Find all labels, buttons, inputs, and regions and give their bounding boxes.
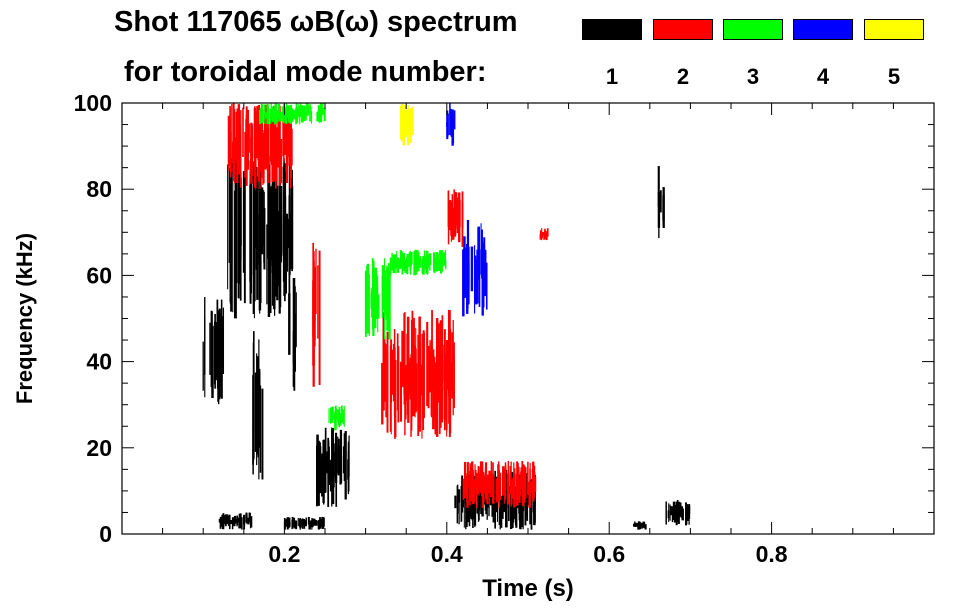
y-tick-label: 80	[86, 176, 112, 202]
mode-2-region	[312, 242, 321, 387]
y-tick-label: 0	[99, 521, 112, 547]
y-tick-label: 100	[74, 90, 112, 116]
mode-1-region	[252, 331, 264, 480]
mode-3-region	[328, 405, 345, 431]
mode-1-region	[632, 521, 647, 530]
mode-2-region	[539, 228, 549, 241]
y-tick-label: 20	[86, 435, 112, 461]
mode-2-region	[227, 103, 293, 189]
mode-3-region	[364, 258, 391, 340]
mode-1-region	[665, 499, 691, 526]
x-tick-label: 0.6	[593, 541, 625, 567]
mode-3-region	[389, 249, 447, 276]
x-tick-label: 0.2	[268, 541, 300, 567]
legend-swatch-mode-4	[793, 19, 853, 40]
mode-3-region	[259, 103, 326, 125]
chart-title-line2: for toroidal mode number:	[124, 56, 487, 88]
mode-1-region	[283, 516, 325, 530]
x-axis-label: Time (s)	[482, 575, 574, 602]
mode-1-region	[316, 427, 350, 507]
mode-2-region	[381, 309, 455, 440]
legend-label-mode-2: 2	[676, 64, 690, 89]
x-tick-label: 0.4	[431, 541, 463, 567]
chart-title-line1: Shot 117065 ωB(ω) spectrum	[114, 6, 518, 38]
mode-2-region	[447, 189, 464, 247]
legend-label-mode-5: 5	[887, 64, 901, 89]
x-tick-label: 0.8	[756, 541, 788, 567]
mode-1-region	[202, 297, 225, 405]
mode-1-region	[288, 278, 297, 391]
y-tick-label: 40	[86, 349, 112, 375]
legend-label-mode-4: 4	[816, 64, 830, 89]
mode-5-region	[400, 103, 414, 146]
y-tick-label: 60	[86, 262, 112, 288]
mode-1-region	[218, 512, 253, 530]
legend-swatch-mode-2	[653, 19, 713, 40]
axis-ticks: 0 20 40 60 80 100 0.2 0.4 0.6 0.8	[74, 90, 934, 567]
legend-label-mode-3: 3	[746, 64, 760, 89]
mode-2-region	[462, 460, 537, 508]
mode-4-region	[462, 219, 488, 317]
y-axis-label: Frequency (kHz)	[12, 233, 37, 404]
legend-swatch-mode-5	[864, 19, 924, 40]
legend-swatch-mode-3	[723, 19, 783, 40]
mode-4-region	[446, 103, 456, 146]
spectrum-regions	[202, 103, 691, 530]
legend-swatch-mode-1	[582, 19, 642, 40]
mode-1-region	[657, 166, 665, 239]
legend-label-mode-1: 1	[605, 64, 619, 89]
